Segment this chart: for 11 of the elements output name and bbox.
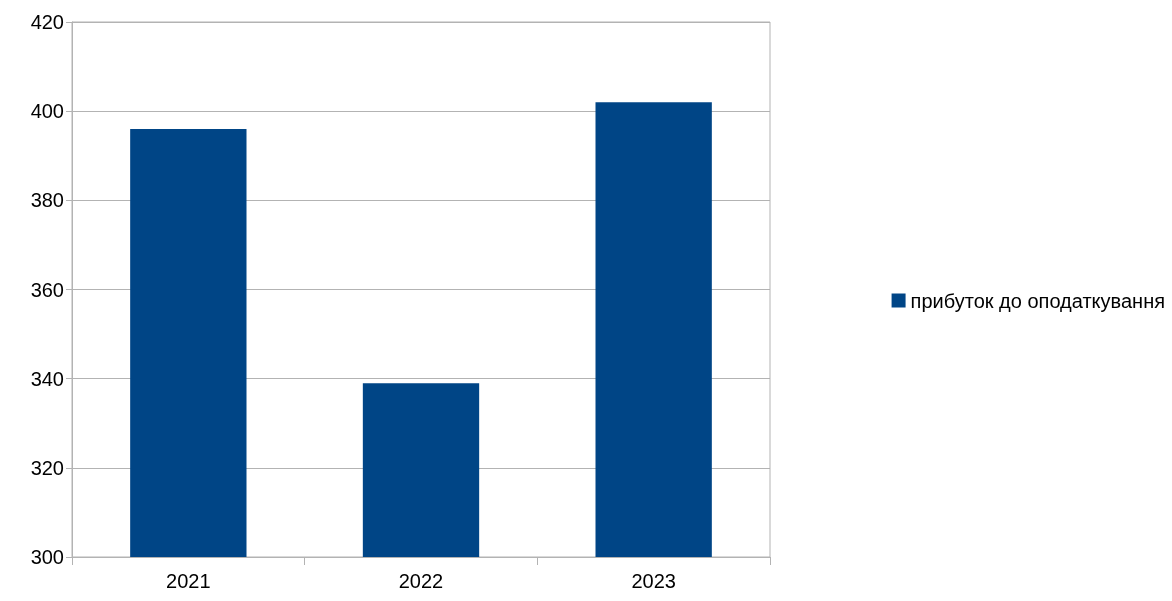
y-tick-label: 380	[30, 189, 64, 212]
y-tick-label: 300	[30, 546, 64, 568]
y-tick-label: 360	[30, 278, 64, 301]
x-tick-label: 2021	[166, 570, 211, 592]
y-tick-label: 340	[30, 367, 64, 390]
x-tick-label: 2022	[398, 570, 444, 592]
y-tick-label: 320	[30, 456, 64, 479]
y-tick-label: 420	[30, 11, 64, 33]
x-tick-label: 2023	[631, 570, 676, 592]
y-tick-label: 400	[30, 100, 64, 123]
legend-label: прибуток до оподаткування	[910, 289, 1166, 312]
